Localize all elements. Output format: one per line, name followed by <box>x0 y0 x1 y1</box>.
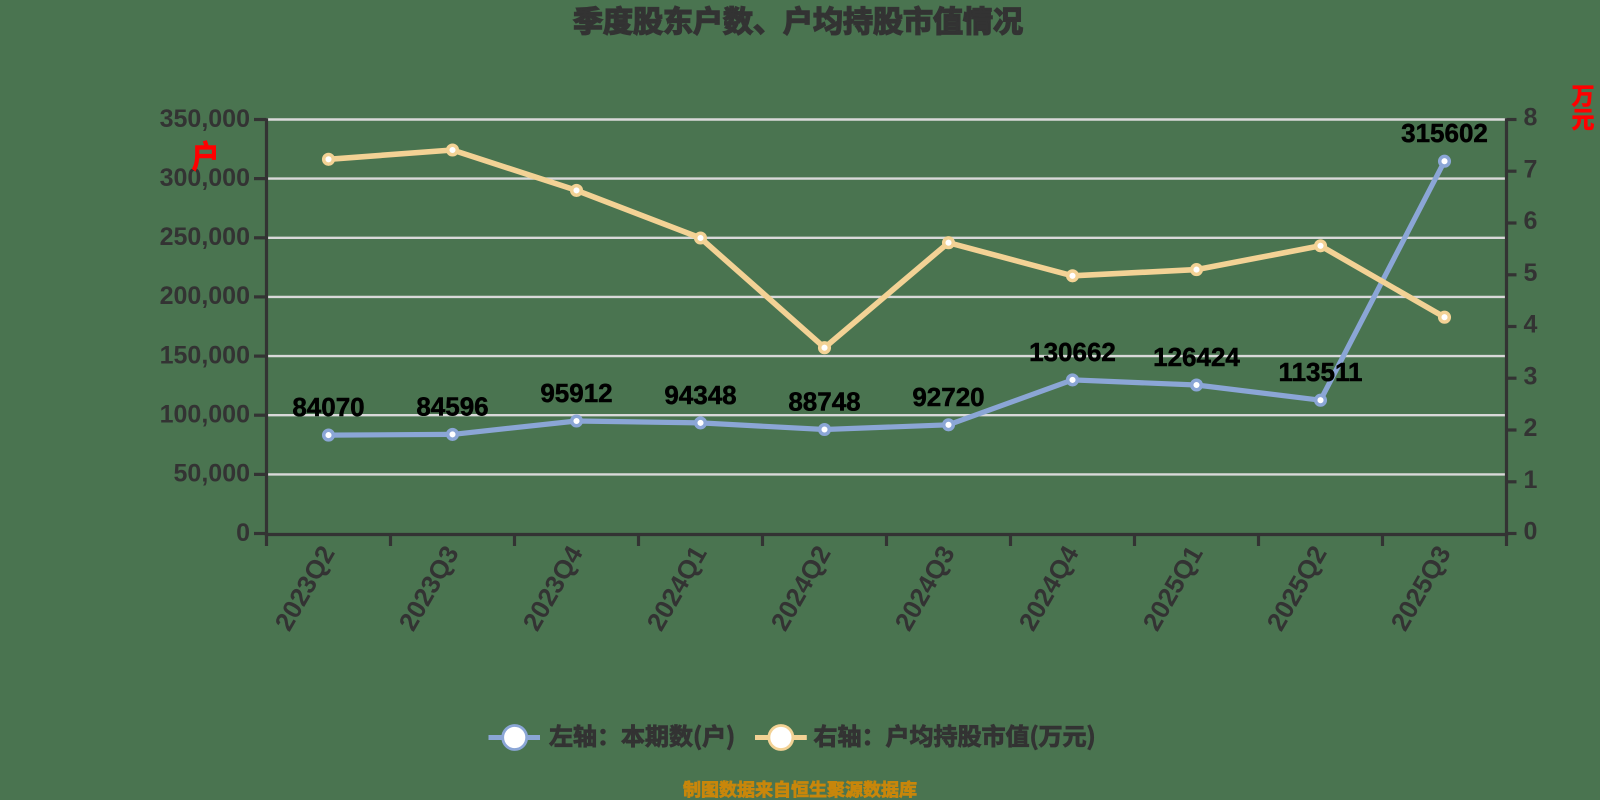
svg-text:94348: 94348 <box>664 380 736 410</box>
svg-text:50,000: 50,000 <box>174 460 250 488</box>
svg-text:350,000: 350,000 <box>160 105 250 133</box>
svg-text:7: 7 <box>1524 155 1538 183</box>
svg-text:315602: 315602 <box>1401 118 1488 148</box>
svg-text:300,000: 300,000 <box>160 164 250 192</box>
svg-text:0: 0 <box>236 519 250 547</box>
svg-text:100,000: 100,000 <box>160 401 250 429</box>
svg-text:1: 1 <box>1524 466 1538 494</box>
svg-text:0: 0 <box>1524 518 1538 546</box>
svg-text:200,000: 200,000 <box>160 282 250 310</box>
svg-text:126424: 126424 <box>1153 342 1240 372</box>
svg-text:113511: 113511 <box>1279 357 1363 387</box>
svg-text:95912: 95912 <box>540 378 612 408</box>
svg-text:2: 2 <box>1524 414 1538 442</box>
svg-text:6: 6 <box>1524 207 1538 235</box>
svg-text:88748: 88748 <box>788 387 860 417</box>
svg-text:3: 3 <box>1524 362 1538 390</box>
svg-text:92720: 92720 <box>912 382 984 412</box>
svg-text:250,000: 250,000 <box>160 223 250 251</box>
svg-text:130662: 130662 <box>1029 337 1116 367</box>
svg-text:84596: 84596 <box>416 391 488 421</box>
svg-text:4: 4 <box>1524 311 1538 339</box>
svg-text:8: 8 <box>1524 104 1538 132</box>
svg-text:84070: 84070 <box>292 392 364 422</box>
svg-text:5: 5 <box>1524 259 1538 287</box>
svg-text:150,000: 150,000 <box>160 341 250 369</box>
